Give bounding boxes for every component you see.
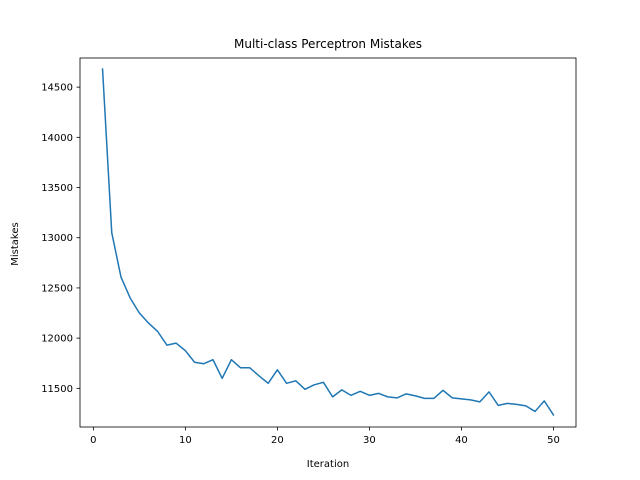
x-tick-label-0: 0: [90, 435, 96, 446]
series-line-0: [101, 68, 555, 416]
plot-area: [80, 58, 576, 427]
y-axis-label: Mistakes: [10, 222, 21, 265]
y-tick-label-14000: 14000: [41, 133, 73, 144]
y-tick-label-14500: 14500: [41, 83, 73, 94]
y-tick-label-12500: 12500: [41, 283, 73, 294]
series-layer: [101, 68, 555, 416]
x-tick-label-50: 50: [547, 435, 560, 446]
y-tick-label-11500: 11500: [41, 384, 73, 395]
x-tick-label-30: 30: [363, 435, 376, 446]
x-tick-label-20: 20: [271, 435, 284, 446]
y-tick-label-12000: 12000: [41, 334, 73, 345]
y-tick-label-13500: 13500: [41, 183, 73, 194]
axes-frame: [79, 57, 577, 428]
chart-title: Multi-class Perceptron Mistakes: [234, 37, 422, 51]
x-tick-label-40: 40: [455, 435, 468, 446]
plot-background: [80, 58, 576, 427]
axes-layer: 0 10 20 30 40 50 11500 12000 12500 13000 13500 1400…: [41, 57, 577, 446]
x-axis-label: Iteration: [307, 459, 349, 470]
y-tick-label-13000: 13000: [41, 233, 73, 244]
x-tick-label-10: 10: [179, 435, 192, 446]
